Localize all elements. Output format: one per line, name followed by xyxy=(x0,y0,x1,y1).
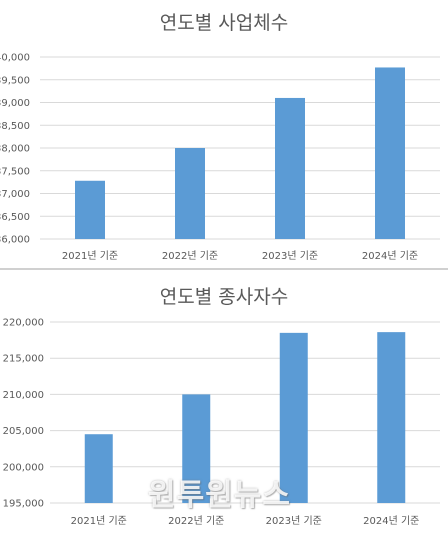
chart-title: 연도별 사업체수 xyxy=(159,12,289,34)
chart-title: 연도별 종사자수 xyxy=(159,286,289,308)
chart-business-count: 연도별 사업체수 36,00036,50037,00037,50038,0003… xyxy=(0,12,440,262)
x-tick-label: 2021년 기준 xyxy=(62,250,118,262)
y-tick-label: 195,000 xyxy=(3,499,44,510)
x-tick-label: 2022년 기준 xyxy=(168,515,224,527)
chart-employee-count: 연도별 종사자수 195,000 200,000 205,000 210,000 215… xyxy=(0,272,448,536)
bar xyxy=(182,394,211,503)
chart-plot: 195,000 200,000 205,000 210,000 215,000 220,0… xyxy=(3,318,440,527)
y-tick-label: 38,500 xyxy=(0,121,30,132)
y-tick-label: 200,000 xyxy=(3,462,44,473)
bar xyxy=(75,180,105,239)
y-tick-label: 38,000 xyxy=(0,144,30,155)
y-tick-label: 37,500 xyxy=(0,166,30,177)
y-tick-label: 39,500 xyxy=(0,75,30,86)
y-tick-label: 36,000 xyxy=(0,235,30,246)
chart-plot: 36,000 36,500 37,000 37,500 38,000 38,500 39,0… xyxy=(0,53,440,262)
y-tick-label: 205,000 xyxy=(3,426,44,437)
bar xyxy=(279,332,308,503)
bar xyxy=(375,67,405,239)
x-tick-label: 2024년 기준 xyxy=(362,250,418,262)
x-tick-label: 2023년 기준 xyxy=(266,515,322,527)
y-tick-label: 220,000 xyxy=(3,318,44,329)
bar xyxy=(84,434,113,503)
x-tick-label: 2022년 기준 xyxy=(162,250,218,262)
bar xyxy=(275,97,305,239)
y-tick-label: 37,000 xyxy=(0,189,30,200)
divider xyxy=(0,268,448,270)
bar xyxy=(175,148,205,239)
y-tick-label: 215,000 xyxy=(3,354,44,365)
x-tick-label: 2023년 기준 xyxy=(262,250,318,262)
y-tick-label: 40,000 xyxy=(0,53,30,64)
y-tick-label: 39,000 xyxy=(0,98,30,109)
y-tick-label: 36,500 xyxy=(0,212,30,223)
x-tick-label: 2021년 기준 xyxy=(71,515,127,527)
x-tick-label: 2024년 기준 xyxy=(363,515,419,527)
bar xyxy=(377,332,406,503)
y-tick-label: 210,000 xyxy=(3,390,44,401)
watermark-logo: 원투원뉴스 xyxy=(148,478,291,513)
